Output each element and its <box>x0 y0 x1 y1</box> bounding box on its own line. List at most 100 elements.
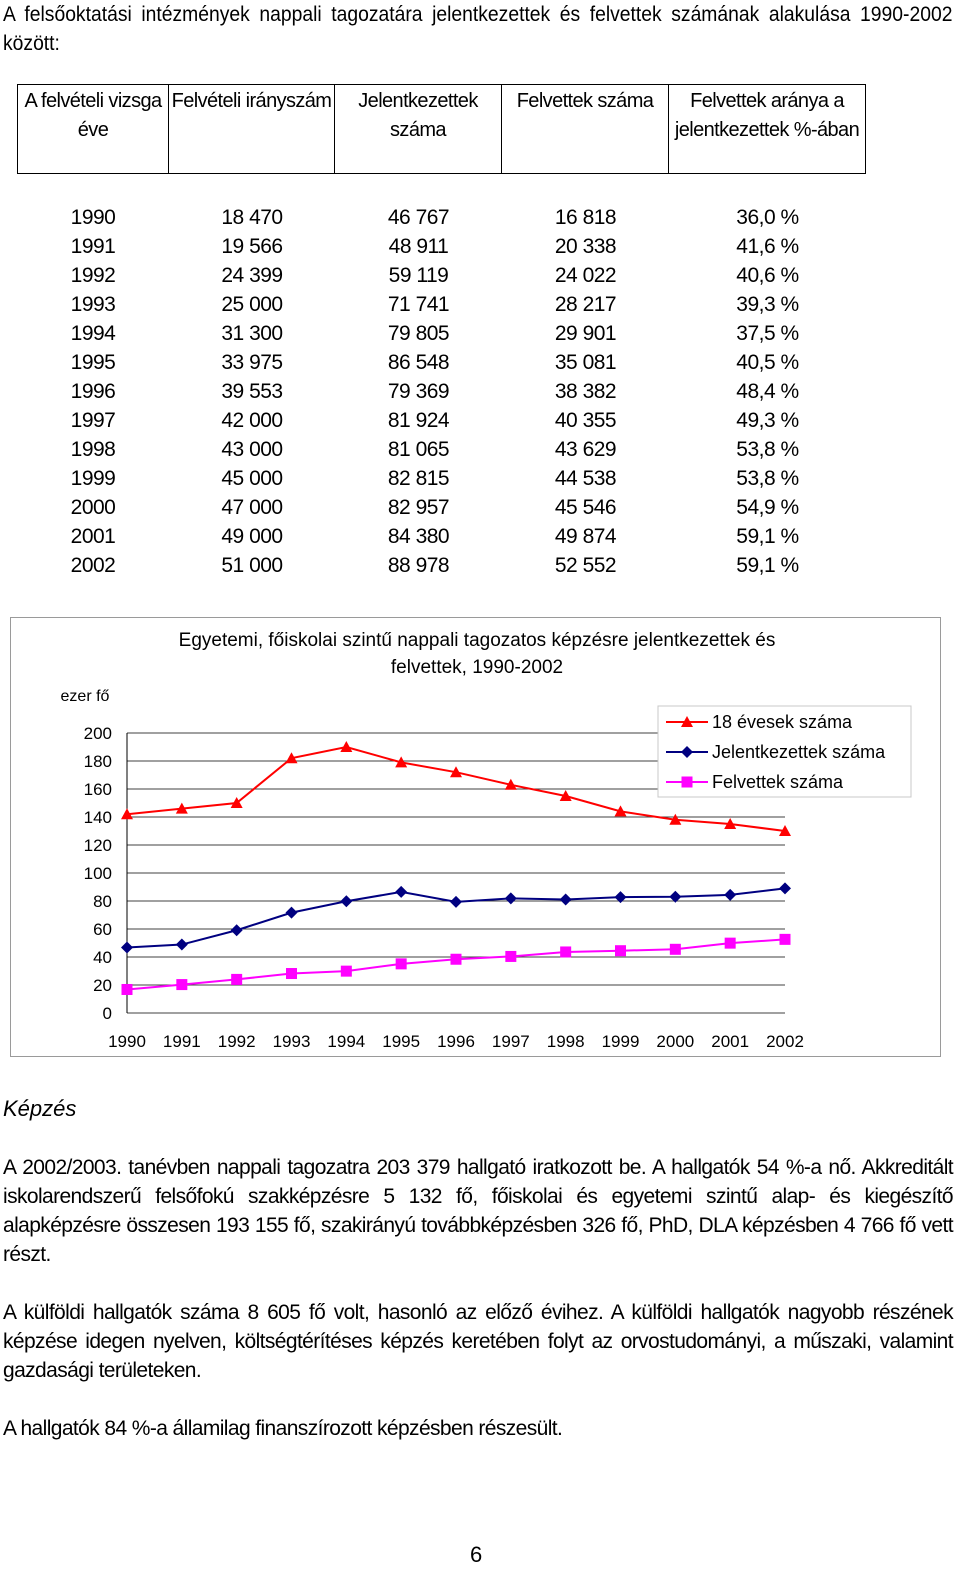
table-cell: 31 300 <box>221 322 283 345</box>
table-cell: 81 065 <box>387 438 450 461</box>
data-point <box>121 983 133 995</box>
data-point <box>450 895 462 908</box>
x-tick-label: 1990 <box>108 1032 146 1051</box>
table-cell: 1993 <box>70 293 116 316</box>
chart-frame: Egyetemi, főiskolai szintű nappali tagoz… <box>10 617 941 1057</box>
chart-title-line1: Egyetemi, főiskolai szintű nappali tagoz… <box>179 630 776 651</box>
data-point <box>559 790 572 801</box>
y-tick-label: 80 <box>93 892 112 911</box>
legend-marker <box>681 746 693 758</box>
table-cell: 84 380 <box>387 525 450 548</box>
table-cell: 59 119 <box>388 264 449 287</box>
chart-legend: 18 évesek száma Jelentkezettek száma Felve… <box>657 705 912 798</box>
chart-title-line2: felvettek, 1990-2002 <box>391 657 563 678</box>
table-cell: 1994 <box>70 322 116 345</box>
data-point <box>505 950 517 962</box>
table-cell: 40,6 % <box>736 264 799 287</box>
data-point <box>724 888 737 901</box>
data-point <box>340 741 353 752</box>
table-cell: 59,1 % <box>736 554 799 577</box>
table-cell: 71 741 <box>387 293 450 316</box>
data-point <box>231 973 243 985</box>
table-cell: 18 470 <box>221 206 283 229</box>
page-number: 6 <box>470 1542 483 1567</box>
y-tick-label: 140 <box>84 808 112 827</box>
table-cell: 1999 <box>70 467 116 490</box>
y-tick-label: 200 <box>84 724 112 743</box>
data-point <box>724 818 737 829</box>
table-row: 1992 24 399 59 119 24 022 40,6 % <box>17 261 866 290</box>
header-target: Felvételi irányszám <box>169 85 335 173</box>
data-point <box>395 756 408 768</box>
x-tick-label: 1997 <box>492 1032 530 1051</box>
y-tick-label: 40 <box>93 948 112 967</box>
paragraph-3: A hallgatók 84 %-a államilag finanszíroz… <box>3 1417 563 1440</box>
table-cell: 53,8 % <box>736 467 799 490</box>
table-cell: 45 000 <box>221 467 283 490</box>
x-tick-label: 1994 <box>327 1032 365 1051</box>
x-tick-label: 1993 <box>273 1032 311 1051</box>
legend-marker <box>681 716 693 727</box>
section-title: Képzés <box>3 1096 77 1121</box>
table-cell: 25 000 <box>221 293 283 316</box>
data-point <box>450 953 462 965</box>
x-tick-label: 1995 <box>382 1032 420 1051</box>
legend-label: Jelentkezettek száma <box>712 742 886 762</box>
legend-label: Felvettek száma <box>712 772 844 792</box>
table-header: A felvételi vizsga éve Felvételi iránysz… <box>17 84 866 174</box>
table-cell: 16 818 <box>554 206 617 229</box>
table-cell: 2000 <box>70 496 116 519</box>
table-cell: 49,3 % <box>736 409 799 432</box>
table-cell: 39 553 <box>221 380 283 403</box>
data-point <box>615 945 626 957</box>
paragraph-1: A 2002/2003. tanévben nappali tagozatra … <box>3 1156 954 1266</box>
data-point <box>560 946 572 958</box>
table-cell: 49 874 <box>554 525 617 548</box>
table-row: 1998 43 000 81 065 43 629 53,8 % <box>17 435 866 464</box>
table-row: 1996 39 553 79 369 38 382 48,4 % <box>17 377 866 406</box>
data-point <box>230 797 243 808</box>
data-point <box>779 933 791 945</box>
data-point <box>121 808 133 820</box>
table-cell: 48,4 % <box>736 380 799 403</box>
table-row: 1993 25 000 71 741 28 217 39,3 % <box>17 290 866 319</box>
data-point <box>340 965 352 977</box>
header-applicants: Jelentkezettek száma <box>335 85 502 173</box>
y-tick-label: 120 <box>84 836 112 855</box>
data-point <box>176 979 188 991</box>
table-row: 1995 33 975 86 548 35 081 40,5 % <box>17 348 866 377</box>
data-point <box>230 924 243 937</box>
legend-marker <box>681 776 693 788</box>
data-point <box>285 906 298 919</box>
x-tick-label: 1999 <box>602 1032 640 1051</box>
x-tick-label: 2000 <box>656 1032 694 1051</box>
table-row: 1990 18 470 46 767 16 818 36,0 % <box>17 203 866 232</box>
x-tick-label: 2001 <box>711 1032 749 1051</box>
table-cell: 33 975 <box>221 351 283 374</box>
data-point <box>614 891 627 904</box>
line-chart: Egyetemi, főiskolai szintű nappali tagoz… <box>61 630 912 1051</box>
table-cell: 54,9 % <box>736 496 799 519</box>
data-point <box>504 778 517 790</box>
header-ratio: Felvettek aránya a jelentkezettek %-ában <box>674 90 860 141</box>
header-admitted: Felvettek száma <box>502 85 669 173</box>
table-cell: 38 382 <box>554 380 617 403</box>
table-cell: 82 815 <box>387 467 450 490</box>
y-tick-label: 100 <box>84 864 112 883</box>
table-cell: 1997 <box>70 409 116 432</box>
table-cell: 52 552 <box>554 554 617 577</box>
data-point <box>669 890 682 903</box>
data-point <box>285 752 298 764</box>
data-point <box>340 895 353 908</box>
table-cell: 29 901 <box>554 322 617 345</box>
data-point <box>450 766 462 778</box>
table-row: 2002 51 000 88 978 52 552 59,1 % <box>17 551 866 580</box>
data-point <box>779 882 791 895</box>
data-point <box>559 893 572 906</box>
table-cell: 47 000 <box>221 496 283 519</box>
data-point <box>175 802 188 814</box>
x-tick-label: 1998 <box>547 1032 585 1051</box>
table-cell: 42 000 <box>221 409 283 432</box>
data-point <box>286 968 297 980</box>
